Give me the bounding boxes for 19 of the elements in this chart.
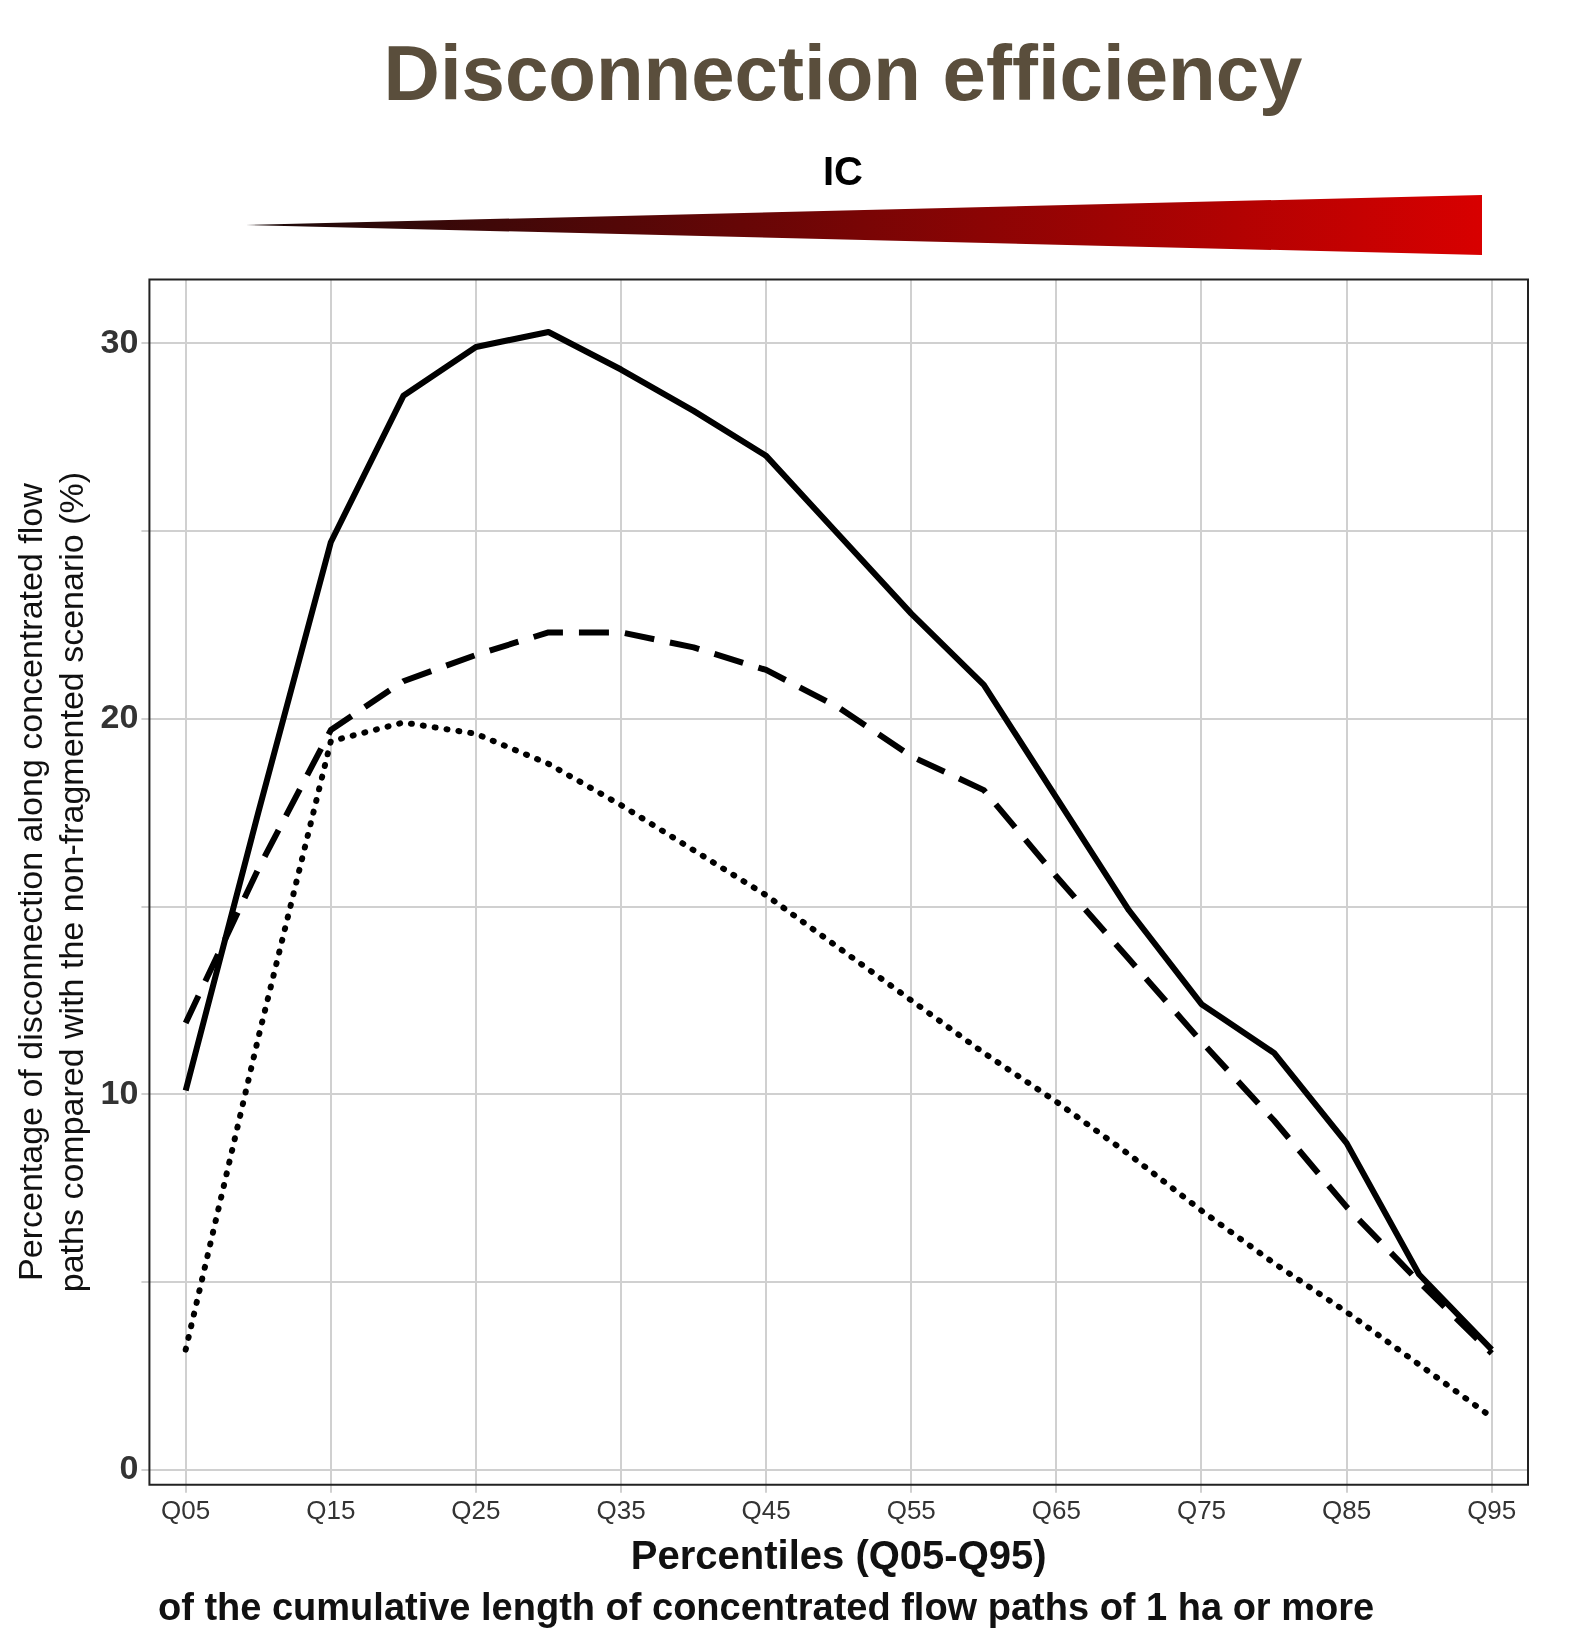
x-tick-label: Q85 [1322,1494,1372,1525]
x-tick-label: Q05 [161,1494,211,1525]
y-axis-title: Percentage of disconnection along concentrated flow paths compared with the non-fragmented scenario (%) [10,472,90,1293]
x-tick-label: Q95 [1467,1494,1517,1525]
y-tick-label: 0 [119,1448,139,1487]
text: IC [822,149,864,194]
x-tick-label: Q55 [886,1494,936,1525]
x-tick-label: Q25 [451,1494,501,1525]
x-tick-label: Q15 [306,1494,356,1525]
chart-title: Disconnection efficiency [382,28,1304,119]
x-tick-label: Q65 [1031,1494,1081,1525]
x-tick-label: Q75 [1176,1494,1227,1525]
y-tick-label: 30 [100,321,139,360]
text: of the cumulative length of concentrated flow paths of 1 ha or more [158,1586,1376,1628]
y-tick-label: 10 [100,1072,139,1111]
x-tick-label: Q35 [596,1494,646,1525]
y-tick-label: 20 [100,697,139,736]
x-axis-title: Percentiles (Q05-Q95) [630,1533,1047,1578]
x-tick-label: Q45 [741,1494,791,1525]
